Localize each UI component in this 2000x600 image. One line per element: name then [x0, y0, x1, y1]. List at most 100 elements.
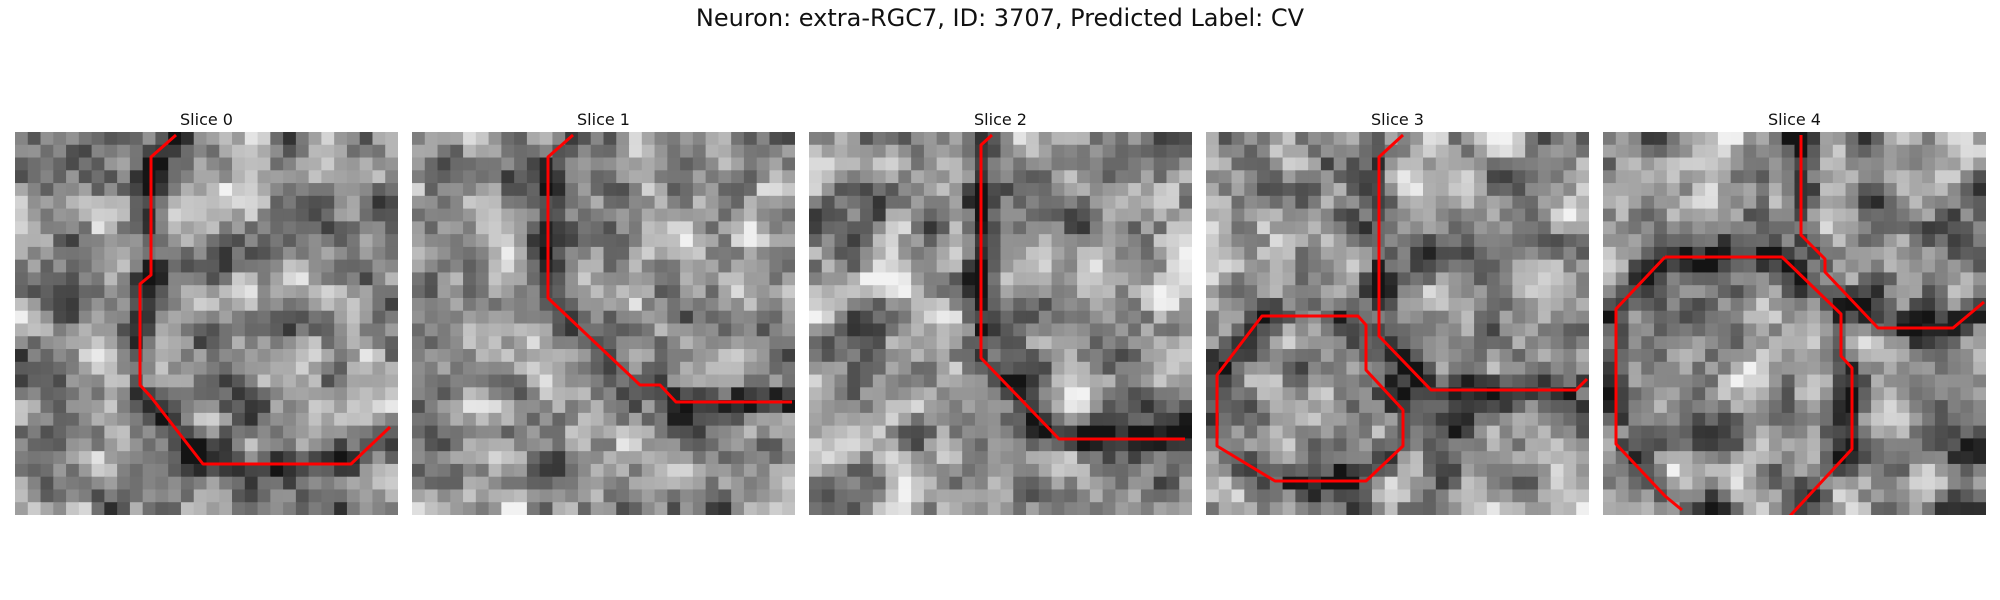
- pixel: [936, 412, 951, 427]
- pixel: [552, 336, 566, 350]
- pixel: [692, 297, 707, 312]
- pixel: [1435, 157, 1450, 171]
- pixel: [1166, 285, 1180, 299]
- pixel: [1628, 502, 1642, 515]
- pixel: [860, 425, 874, 439]
- pixel: [718, 297, 732, 312]
- pixel: [1038, 463, 1053, 478]
- pixel: [1179, 221, 1192, 235]
- pixel: [667, 336, 681, 350]
- pixel: [1218, 463, 1233, 478]
- pixel: [334, 476, 348, 491]
- pixel: [514, 144, 528, 159]
- pixel: [437, 476, 451, 491]
- pixel: [1909, 412, 1923, 427]
- pixel: [1295, 221, 1309, 235]
- pixel: [782, 246, 795, 261]
- pixel: [1346, 272, 1360, 286]
- pixel: [219, 463, 233, 478]
- pixel: [1423, 170, 1437, 184]
- pixel: [769, 412, 783, 427]
- pixel: [1269, 157, 1284, 171]
- slice-image: [809, 132, 1192, 515]
- pixel: [1000, 336, 1014, 350]
- pixel: [412, 387, 426, 401]
- pixel: [1128, 361, 1142, 376]
- pixel: [1115, 297, 1129, 312]
- pixel: [308, 361, 322, 376]
- pixel: [283, 349, 297, 363]
- pixel: [1102, 310, 1116, 325]
- pixel: [53, 489, 67, 503]
- pixel: [1115, 157, 1129, 171]
- pixel: [1756, 489, 1770, 503]
- pixel: [834, 246, 848, 261]
- pixel: [27, 502, 42, 515]
- pixel: [1628, 259, 1642, 274]
- pixel: [1807, 438, 1821, 452]
- pixel: [1064, 259, 1078, 274]
- pixel: [923, 400, 938, 414]
- pixel: [1973, 157, 1986, 171]
- pixel: [1000, 451, 1014, 465]
- pixel: [1153, 285, 1168, 299]
- pixel: [412, 208, 426, 222]
- pixel: [1077, 502, 1091, 515]
- pixel: [769, 349, 783, 363]
- pixel: [603, 259, 617, 274]
- pixel: [1282, 451, 1296, 465]
- pixel: [346, 157, 361, 171]
- pixel: [40, 412, 54, 427]
- pixel: [1743, 412, 1757, 427]
- pixel: [244, 349, 259, 363]
- pixel: [949, 336, 963, 350]
- pixel: [565, 451, 579, 465]
- pixel: [809, 234, 823, 248]
- pixel: [1922, 208, 1936, 222]
- pixel: [27, 221, 42, 235]
- pixel: [1140, 170, 1155, 184]
- pixel: [232, 234, 246, 248]
- pixel: [667, 323, 681, 337]
- pixel: [987, 310, 1002, 325]
- pixel: [1858, 361, 1872, 376]
- pixel: [514, 463, 528, 478]
- pixel: [1603, 425, 1617, 439]
- pixel: [308, 195, 322, 210]
- pixel: [1140, 144, 1155, 159]
- pixel: [1512, 425, 1526, 439]
- pixel: [923, 234, 938, 248]
- pixel: [1064, 412, 1078, 427]
- pixel: [1206, 157, 1220, 171]
- pixel: [1102, 132, 1116, 146]
- pixel: [450, 144, 464, 159]
- pixel: [232, 438, 246, 452]
- pixel: [53, 336, 67, 350]
- pixel: [1679, 463, 1693, 478]
- pixel: [501, 208, 515, 222]
- pixel: [1794, 259, 1808, 274]
- pixel: [1166, 323, 1180, 337]
- pixel: [680, 246, 694, 261]
- pixel: [1883, 336, 1898, 350]
- pixel: [78, 336, 93, 350]
- pixel: [1883, 349, 1898, 363]
- pixel: [1654, 349, 1668, 363]
- pixel: [718, 259, 732, 274]
- pixel: [232, 195, 246, 210]
- segmentation-contour: [1377, 133, 1589, 392]
- pixel: [1051, 451, 1065, 465]
- pixel: [206, 451, 220, 465]
- pixel: [936, 387, 951, 401]
- pixel: [1423, 349, 1437, 363]
- pixel: [987, 221, 1002, 235]
- pixel: [488, 285, 502, 299]
- pixel: [1461, 246, 1475, 261]
- pixel: [1922, 272, 1936, 286]
- pixel: [1934, 157, 1949, 171]
- pixel: [475, 297, 490, 312]
- pixel: [526, 132, 541, 146]
- pixel: [1486, 476, 1501, 491]
- pixel: [577, 502, 592, 515]
- pixel: [1410, 476, 1424, 491]
